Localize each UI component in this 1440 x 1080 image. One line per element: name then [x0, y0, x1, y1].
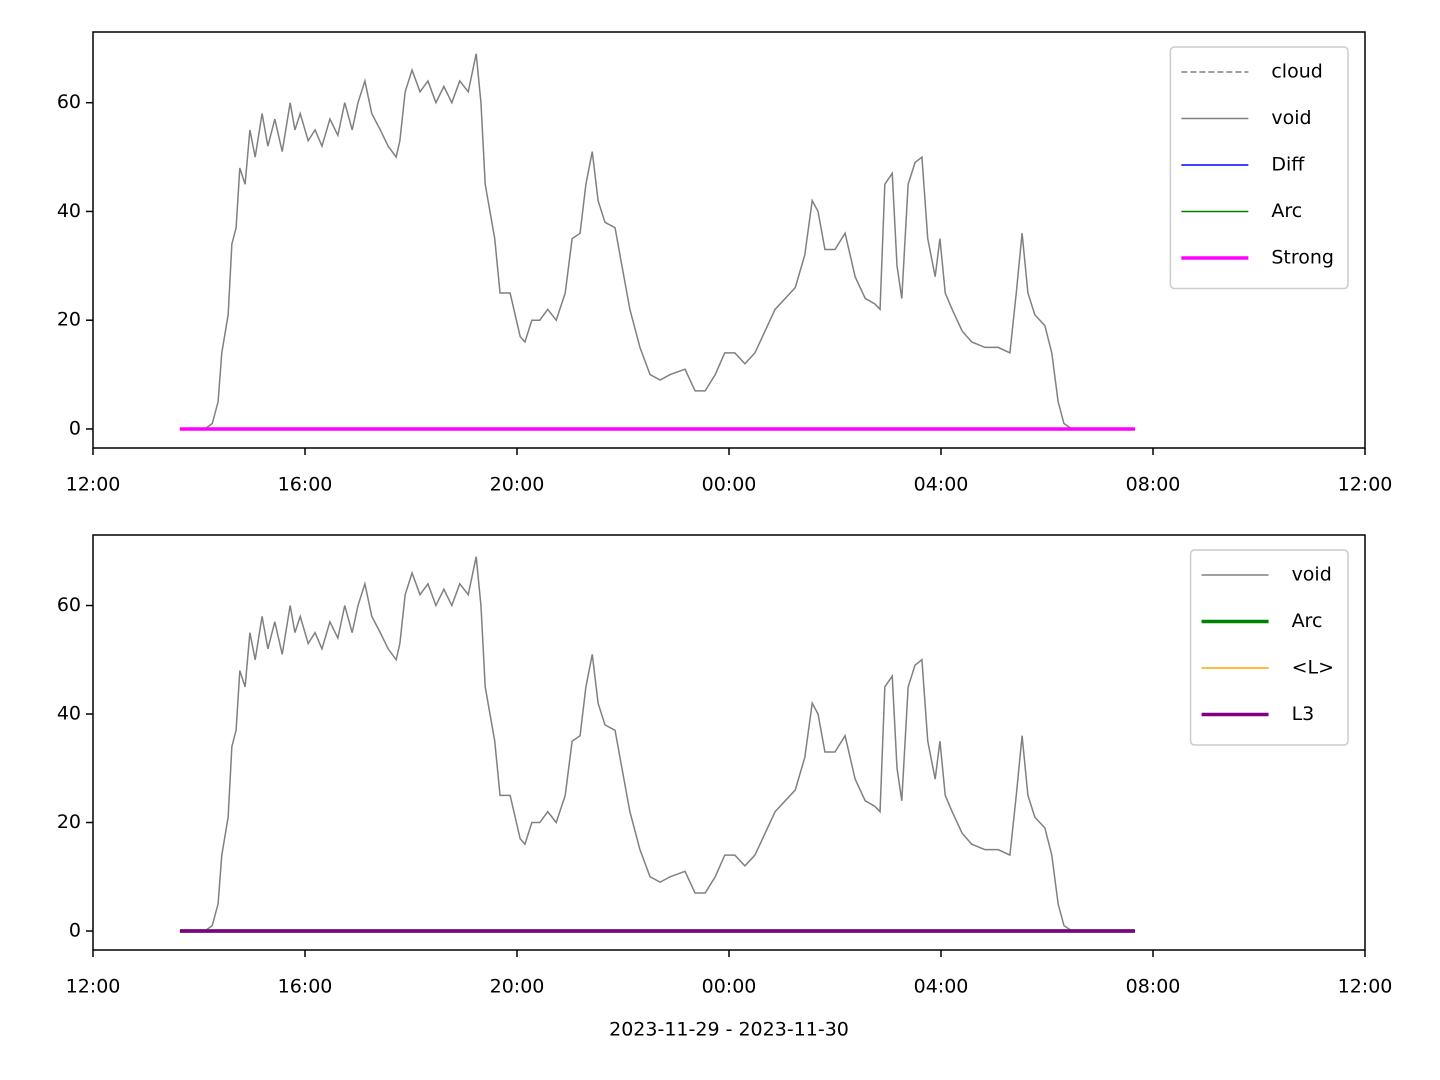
- legend-label: cloud: [1271, 61, 1322, 83]
- legend-label: void: [1292, 564, 1332, 586]
- axes: 0 20 40 60 12:00 16:00 20:00 00:00 04:00 08:00 12:…: [57, 534, 1393, 1041]
- x-tick-label: 16:00: [278, 976, 333, 998]
- series-line: [179, 53, 1135, 430]
- y-tick-label: 40: [57, 200, 81, 222]
- legend-label: Arc: [1292, 610, 1323, 632]
- x-tick-label: 08:00: [1126, 976, 1181, 998]
- y-tick-label: 40: [57, 703, 81, 725]
- y-tick-label: 60: [57, 594, 81, 616]
- legend-box: [1189, 549, 1349, 746]
- legend: cloud void Diff Arc Strong: [1169, 46, 1349, 290]
- x-tick-label: 12:00: [1338, 976, 1393, 998]
- series-line: [179, 556, 1135, 932]
- legend-label: <L>: [1292, 657, 1334, 679]
- legend-box: [1169, 46, 1349, 290]
- y-tick-label: 60: [57, 91, 81, 113]
- x-tick-label: 08:00: [1126, 474, 1181, 496]
- x-tick-label: 04:00: [914, 976, 969, 998]
- x-tick-label: 12:00: [1338, 474, 1393, 496]
- y-tick-label: 0: [69, 920, 81, 942]
- x-tick-label: 12:00: [66, 474, 121, 496]
- axes: 0 20 40 60 12:00 16:00 20:00 00:00 04:00 08:00 12:…: [57, 31, 1393, 496]
- x-tick-label: 16:00: [278, 474, 333, 496]
- legend-label: L3: [1292, 703, 1315, 725]
- y-tick-label: 0: [69, 417, 81, 439]
- x-tick-label: 00:00: [702, 474, 757, 496]
- plot-frame: [92, 534, 1366, 951]
- x-tick-label: 00:00: [702, 976, 757, 998]
- plot-frame: [92, 31, 1366, 449]
- legend-label: Strong: [1271, 247, 1334, 269]
- legend-label: void: [1271, 107, 1311, 129]
- x-tick-label: 12:00: [66, 976, 121, 998]
- y-tick-label: 20: [57, 309, 81, 331]
- x-tick-label: 20:00: [490, 976, 545, 998]
- y-tick-label: 20: [57, 811, 81, 833]
- legend-label: Arc: [1271, 200, 1302, 222]
- legend: void Arc <L> L3: [1189, 549, 1349, 746]
- x-tick-label: 04:00: [914, 474, 969, 496]
- x-tick-label: 20:00: [490, 474, 545, 496]
- x-axis-label: 2023-11-29 - 2023-11-30: [609, 1019, 849, 1041]
- legend-label: Diff: [1271, 154, 1305, 176]
